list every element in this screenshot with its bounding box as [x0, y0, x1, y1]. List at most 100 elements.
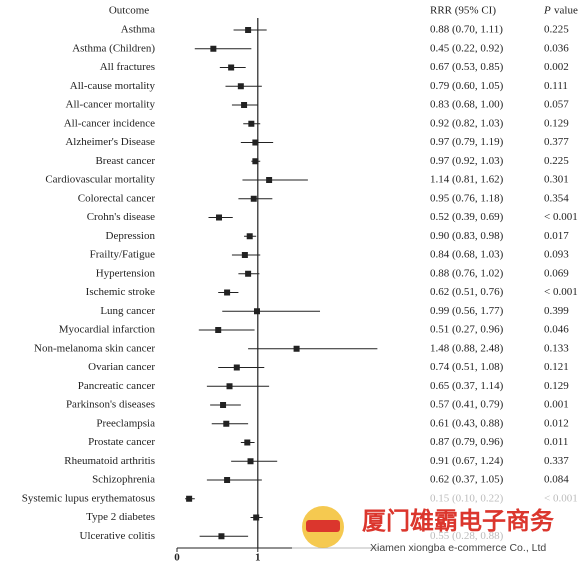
x-tick-label: 0: [174, 552, 180, 564]
estimate-label: 0.84 (0.68, 1.03): [430, 249, 504, 261]
outcome-label: Ulcerative colitis: [80, 530, 155, 542]
outcome-label: Cardiovascular mortality: [45, 174, 155, 186]
p-value: 0.354: [544, 192, 569, 204]
estimate-label: 0.45 (0.22, 0.92): [430, 42, 504, 54]
estimate-label: 0.90 (0.83, 0.98): [430, 230, 504, 242]
outcome-label: Frailty/Fatigue: [90, 249, 156, 261]
p-value: 0.301: [544, 174, 569, 186]
x-tick-label: 1: [255, 552, 261, 564]
p-value: 0.133: [544, 342, 569, 354]
estimate-marker: [215, 327, 222, 333]
header-estimate: RRR (95% CI): [430, 5, 496, 17]
outcome-label: Ischemic stroke: [86, 286, 155, 298]
estimate-marker: [186, 495, 193, 502]
estimate-label: 0.92 (0.82, 1.03): [430, 117, 504, 129]
estimate-label: 0.79 (0.60, 1.05): [430, 80, 504, 92]
estimate-label: 0.65 (0.37, 1.14): [430, 380, 504, 392]
estimate-marker: [218, 533, 225, 540]
p-value: 0.225: [544, 155, 569, 167]
estimate-label: 1.14 (0.81, 1.62): [430, 174, 504, 186]
estimate-marker: [228, 64, 235, 71]
outcome-label: All-cause mortality: [70, 80, 156, 92]
outcome-label: Hypertension: [96, 267, 156, 279]
p-value: 0.017: [544, 230, 569, 242]
estimate-label: 0.51 (0.27, 0.96): [430, 324, 504, 336]
p-value: 0.129: [544, 380, 569, 392]
watermark: 厦门雄霸电子商务 Xiamen xiongba e-commerce Co., L…: [292, 494, 588, 560]
p-value: 0.069: [544, 267, 569, 279]
p-value: 0.377: [544, 136, 569, 148]
p-value: < 0.001: [544, 211, 578, 223]
estimate-label: 0.97 (0.92, 1.03): [430, 155, 504, 167]
estimate-marker: [210, 45, 217, 52]
outcome-label: Systemic lupus erythematosus: [22, 492, 155, 504]
watermark-title: 厦门雄霸电子商务: [362, 507, 555, 535]
estimate-marker: [220, 402, 227, 408]
estimate-label: 0.61 (0.43, 0.88): [430, 417, 504, 429]
estimate-label: 0.95 (0.76, 1.18): [430, 192, 504, 204]
estimate-marker: [247, 458, 254, 465]
estimate-label: 0.97 (0.79, 1.19): [430, 136, 504, 148]
estimate-marker: [233, 364, 240, 371]
p-value: 0.057: [544, 99, 569, 111]
header-outcome: Outcome: [109, 5, 149, 17]
outcome-label: Depression: [106, 230, 156, 242]
p-value: 0.129: [544, 117, 569, 129]
p-value: 0.036: [544, 42, 569, 54]
watermark-logo-band: [306, 520, 340, 532]
estimate-marker: [248, 120, 255, 127]
estimate-label: 0.74 (0.51, 1.08): [430, 361, 504, 373]
outcome-label: Asthma (Children): [72, 42, 155, 54]
p-value: 0.001: [544, 399, 569, 411]
estimate-marker: [245, 27, 252, 33]
estimate-marker: [237, 83, 244, 90]
outcome-label: Alzheimer's Disease: [65, 136, 155, 148]
estimate-marker: [241, 102, 248, 108]
p-value: 0.046: [544, 324, 569, 336]
watermark-subtitle: Xiamen xiongba e-commerce Co., Ltd: [370, 542, 546, 554]
p-value: 0.337: [544, 455, 569, 467]
header-p-value: value: [554, 5, 578, 17]
estimate-marker: [252, 139, 259, 146]
outcome-label: Lung cancer: [100, 305, 155, 317]
outcome-label: All fractures: [100, 61, 155, 73]
estimate-label: 0.88 (0.76, 1.02): [430, 267, 504, 279]
estimate-marker: [252, 158, 259, 165]
p-value: 0.399: [544, 305, 569, 317]
outcome-label: All-cancer incidence: [64, 117, 155, 129]
estimate-marker: [245, 270, 252, 277]
estimate-marker: [241, 252, 248, 258]
estimate-marker: [293, 345, 300, 352]
outcome-label: Colorectal cancer: [78, 192, 156, 204]
outcome-label: Parkinson's diseases: [66, 399, 155, 411]
estimate-marker: [266, 177, 273, 183]
estimate-label: 0.99 (0.56, 1.77): [430, 305, 504, 317]
estimate-label: 0.67 (0.53, 0.85): [430, 61, 504, 73]
estimate-label: 0.87 (0.79, 0.96): [430, 436, 504, 448]
outcome-label: Asthma: [121, 24, 155, 36]
estimate-marker: [224, 477, 231, 483]
outcome-label: Rheumatoid arthritis: [64, 455, 155, 467]
header-p: P: [543, 5, 551, 17]
estimate-marker: [224, 289, 231, 296]
outcome-label: Non-melanoma skin cancer: [34, 342, 155, 354]
p-value: 0.225: [544, 24, 569, 36]
estimate-label: 0.88 (0.70, 1.11): [430, 24, 503, 36]
p-value: 0.011: [544, 436, 568, 448]
p-value: 0.111: [544, 80, 568, 92]
outcome-label: Ovarian cancer: [88, 361, 155, 373]
estimate-label: 0.62 (0.51, 0.76): [430, 286, 504, 298]
estimate-marker: [216, 214, 223, 221]
estimate-marker: [250, 195, 257, 202]
estimate-label: 1.48 (0.88, 2.48): [430, 342, 504, 354]
p-value: 0.012: [544, 417, 569, 429]
outcome-label: Pancreatic cancer: [78, 380, 156, 392]
outcome-label: Preeclampsia: [96, 417, 155, 429]
estimate-label: 0.83 (0.68, 1.00): [430, 99, 504, 111]
estimate-marker: [253, 308, 260, 315]
outcome-label: Breast cancer: [95, 155, 155, 167]
estimate-label: 0.62 (0.37, 1.05): [430, 474, 504, 486]
estimate-label: 0.52 (0.39, 0.69): [430, 211, 504, 223]
outcome-label: Type 2 diabetes: [86, 511, 155, 523]
